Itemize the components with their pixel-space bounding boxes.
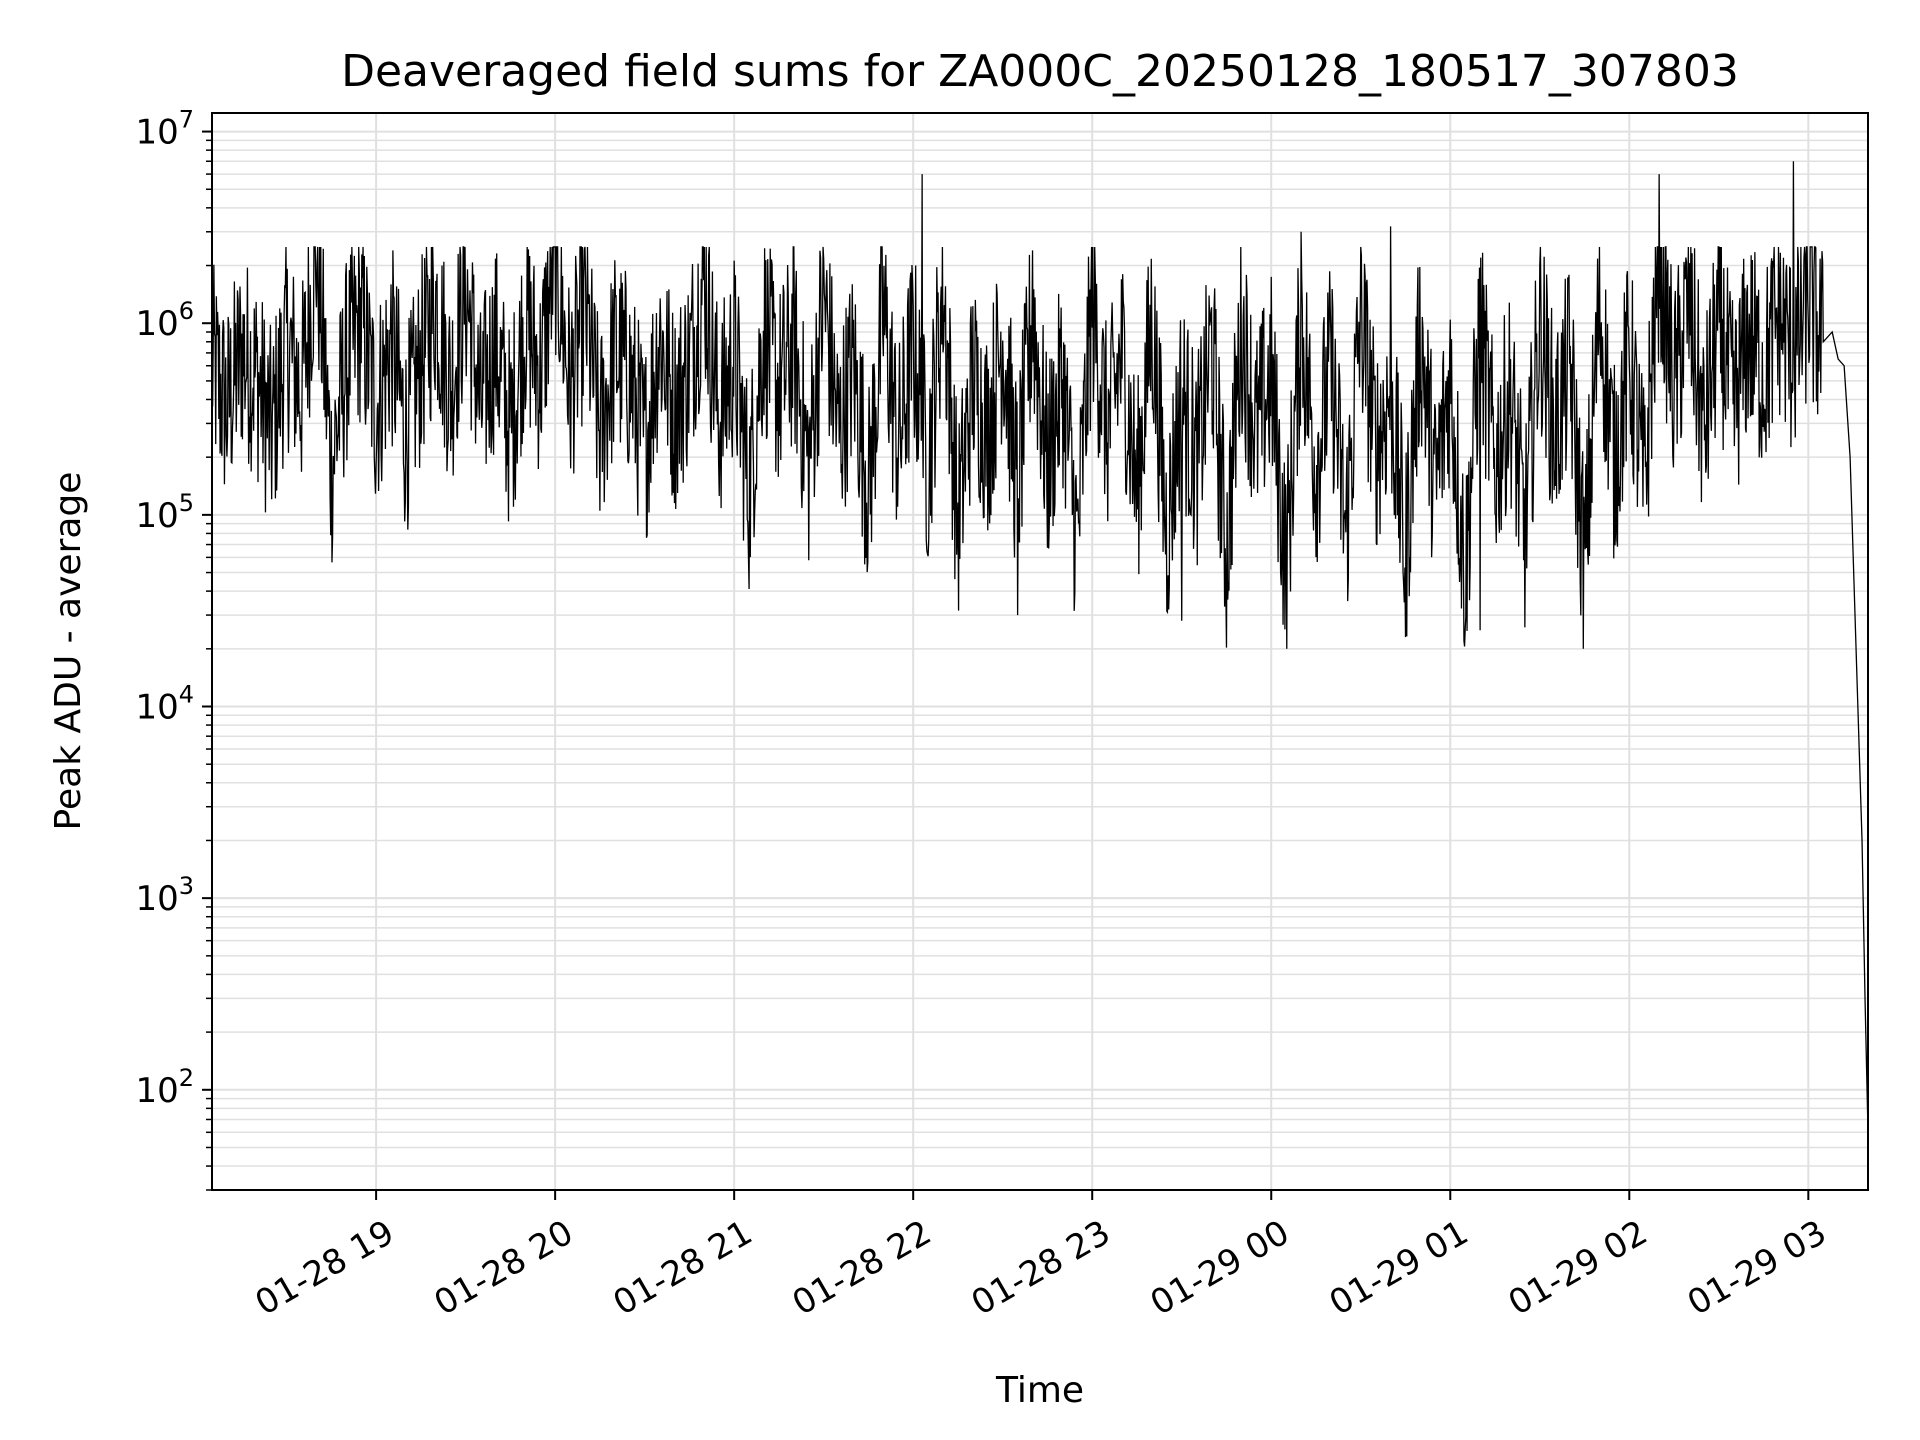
y-tick-label: 104 (135, 681, 194, 728)
y-tick-label: 107 (135, 106, 194, 153)
y-tick-label: 106 (135, 297, 194, 344)
y-tick-label: 105 (135, 489, 194, 536)
y-axis-label: Peak ADU - average (48, 472, 89, 831)
y-axis: 102 103 104 105 106 107 (135, 106, 212, 1191)
y-tick-label: 102 (135, 1064, 194, 1111)
chart-title: Deaveraged field sums for ZA000C_2025012… (341, 46, 1739, 97)
x-axis-label: Time (995, 1370, 1084, 1411)
series-group (211, 161, 1869, 1133)
plot-frame (211, 112, 1869, 1191)
y-tick-label: 103 (135, 872, 194, 919)
series-line (211, 161, 1869, 1133)
